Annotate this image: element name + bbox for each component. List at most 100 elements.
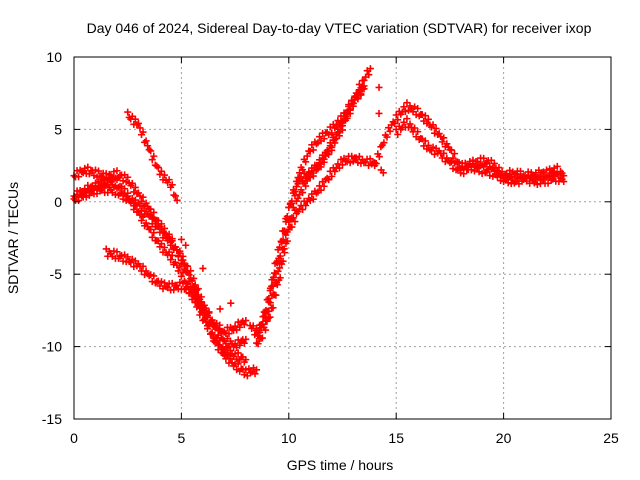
- data-point: [303, 177, 311, 185]
- data-point: [339, 126, 346, 134]
- data-point: [177, 256, 185, 264]
- data-point: [191, 281, 199, 289]
- data-point: [75, 197, 83, 205]
- data-point: [440, 149, 448, 157]
- data-point: [383, 133, 391, 141]
- data-point: [357, 91, 365, 99]
- data-point: [252, 326, 260, 334]
- plot-frame: [73, 56, 612, 420]
- data-point: [429, 121, 437, 129]
- data-point: [176, 263, 184, 271]
- data-point: [231, 322, 239, 330]
- data-point: [326, 142, 334, 150]
- data-point: [292, 177, 300, 185]
- data-point: [165, 176, 173, 184]
- data-point: [144, 142, 152, 150]
- data-point: [360, 85, 368, 93]
- data-point: [202, 304, 210, 312]
- data-point: [148, 156, 156, 164]
- data-point: [334, 117, 342, 125]
- data-point: [231, 340, 239, 348]
- data-point: [182, 241, 190, 249]
- data-point: [302, 182, 310, 190]
- data-point: [242, 317, 250, 325]
- x-tick-label: 15: [388, 430, 404, 446]
- data-point: [328, 172, 336, 180]
- data-point: [139, 193, 147, 201]
- data-point: [84, 163, 92, 171]
- data-point: [236, 323, 244, 331]
- data-point: [150, 229, 158, 237]
- data-point: [379, 169, 387, 177]
- data-point: [154, 164, 162, 172]
- data-point: [281, 227, 289, 235]
- data-point: [380, 139, 388, 147]
- data-point: [400, 118, 408, 126]
- data-point: [227, 299, 235, 307]
- data-point: [167, 241, 175, 249]
- data-point: [283, 237, 291, 245]
- data-point: [142, 137, 150, 145]
- data-point: [386, 127, 394, 135]
- y-tick-label: -15: [42, 411, 62, 427]
- x-tick-label: 0: [70, 430, 78, 446]
- data-point: [421, 112, 429, 120]
- data-point: [213, 337, 221, 345]
- data-point: [174, 267, 182, 275]
- data-point: [266, 313, 274, 321]
- data-point: [427, 147, 435, 155]
- data-point: [139, 128, 147, 136]
- data-point: [269, 282, 277, 290]
- data-point: [157, 167, 165, 175]
- y-tick-label: 0: [54, 194, 62, 210]
- data-point: [205, 319, 213, 327]
- data-point: [124, 192, 132, 200]
- data-point: [414, 128, 422, 136]
- data-point: [273, 259, 281, 267]
- data-point: [272, 291, 280, 299]
- data-point: [205, 308, 213, 316]
- data-point: [366, 155, 374, 163]
- data-point: [440, 134, 448, 142]
- data-point: [303, 152, 311, 160]
- data-point: [136, 124, 144, 132]
- data-point: [400, 103, 408, 111]
- x-tick-label: 5: [178, 430, 186, 446]
- data-point: [317, 186, 325, 194]
- data-point: [139, 202, 147, 210]
- data-point: [391, 120, 399, 128]
- data-point: [113, 184, 121, 192]
- data-point: [142, 219, 150, 227]
- data-point: [168, 237, 176, 245]
- x-ticks: 0 5 10 15 20 25: [70, 57, 619, 446]
- data-point: [161, 229, 169, 237]
- data-point: [375, 109, 383, 117]
- data-point: [200, 310, 208, 318]
- data-point: [226, 355, 234, 363]
- data-point: [302, 158, 310, 166]
- data-point: [187, 267, 195, 275]
- data-point: [372, 160, 380, 168]
- y-tick-label: 10: [46, 49, 62, 65]
- data-point: [403, 115, 411, 123]
- data-point: [179, 252, 187, 260]
- x-axis-label: GPS time / hours: [287, 457, 394, 473]
- data-point: [216, 341, 224, 349]
- data-point: [288, 197, 296, 205]
- data-point: [424, 115, 432, 123]
- data-point: [134, 119, 142, 127]
- data-point: [331, 139, 339, 147]
- data-point: [216, 305, 224, 313]
- y-tick-label: -10: [42, 339, 62, 355]
- y-tick-label: 5: [54, 121, 62, 137]
- data-point: [202, 313, 210, 321]
- data-point: [197, 301, 205, 309]
- data-point: [170, 286, 178, 294]
- data-point: [279, 257, 287, 265]
- data-point: [208, 330, 216, 338]
- data-point: [261, 326, 269, 334]
- data-point: [302, 202, 310, 210]
- data-point: [262, 306, 270, 314]
- data-point: [432, 125, 440, 133]
